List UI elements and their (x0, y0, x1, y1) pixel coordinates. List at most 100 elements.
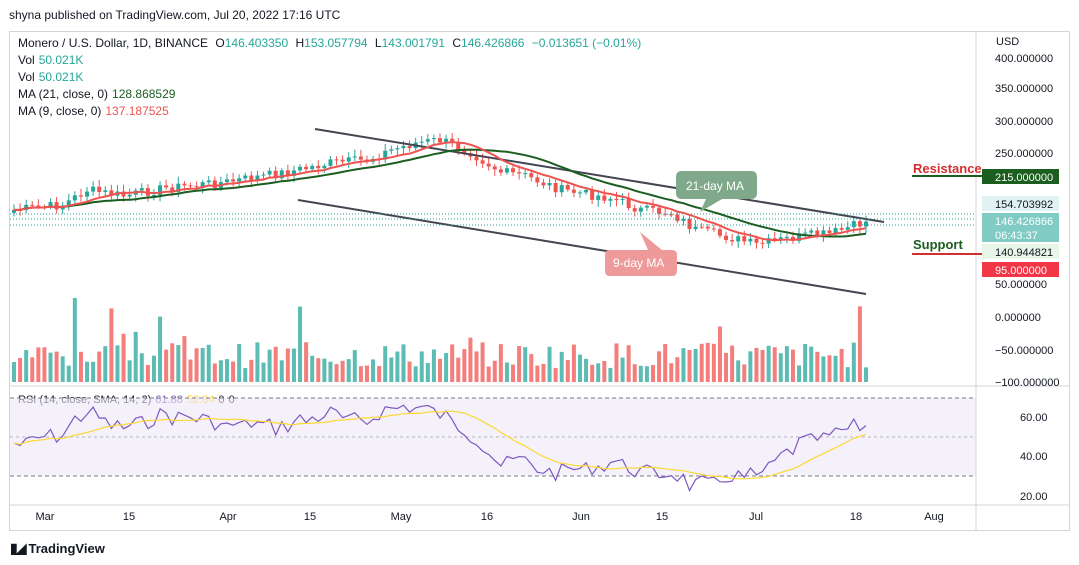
candle-body (103, 190, 108, 192)
volume-bar (669, 363, 674, 382)
candle-body (176, 183, 181, 192)
volume-bar (12, 362, 16, 382)
candle-body (85, 191, 90, 197)
volume-bar (456, 357, 461, 382)
candle-body (462, 149, 467, 154)
volume-bar (803, 343, 808, 382)
ma21-callout-bubble[interactable] (676, 171, 757, 212)
volume-bar (632, 364, 637, 382)
ma9-label: MA (9, close, 0) (18, 104, 102, 118)
candle-body (608, 198, 613, 201)
volume-bar (778, 353, 783, 382)
candle-body (699, 226, 704, 228)
currency-label: USD (996, 36, 1019, 48)
candle-body (839, 228, 844, 230)
candle-body (474, 156, 479, 161)
ma9-legend[interactable]: MA (9, close, 0) 137.187525 (18, 104, 173, 118)
candle-body (724, 235, 729, 240)
volume-bar (809, 346, 814, 382)
low-value: 143.001791 (381, 36, 446, 50)
candle-body (541, 182, 546, 186)
ma9-price-text: 154.703992 (995, 199, 1053, 211)
volume-bar (158, 316, 163, 382)
candle-body (237, 178, 242, 182)
volume-bar (681, 348, 686, 382)
volume-bar (200, 347, 205, 382)
candle-body (705, 226, 710, 229)
volume-bar (675, 357, 680, 382)
candle-body (535, 177, 540, 183)
volume-bar (407, 361, 412, 382)
vol2-legend[interactable]: Vol 50.021K (18, 70, 87, 84)
candle-body (864, 221, 868, 227)
low-label: L (374, 36, 382, 50)
candle-body (273, 170, 278, 179)
vol2-label: Vol (18, 70, 35, 84)
candle-body (857, 221, 862, 227)
candle-body (188, 185, 193, 187)
vol1-legend[interactable]: Vol 50.021K (18, 53, 87, 67)
volume-bar (285, 348, 290, 382)
volume-bar (742, 364, 747, 382)
volume-bar (450, 344, 455, 382)
volume-bar (60, 356, 65, 382)
volume-bar (535, 365, 540, 382)
candle-body (511, 168, 516, 173)
candle-body (851, 221, 856, 228)
volume-bar (279, 360, 284, 382)
volume-bar (36, 347, 41, 382)
volume-bar (730, 345, 735, 382)
ma21-legend[interactable]: MA (21, close, 0) 128.868529 (18, 87, 179, 101)
candle-body (401, 145, 406, 149)
candle-body (565, 185, 570, 190)
volume-bar (176, 345, 181, 382)
price-tick-label: 0.000000 (995, 312, 1041, 324)
candle-body (790, 236, 795, 241)
volume-bar (845, 367, 850, 382)
volume-bar (401, 344, 406, 382)
candle-body (797, 233, 802, 241)
candle-body (431, 138, 436, 140)
tradingview-logo[interactable]: ▮◢ TradingView (10, 540, 105, 557)
ma9-callout-bubble[interactable] (605, 232, 677, 276)
volume-bar (833, 355, 838, 382)
rsi-tick-label: 60.00 (1020, 412, 1048, 424)
volume-bar (66, 365, 71, 382)
candle-body (644, 205, 649, 208)
candle-body (139, 188, 144, 191)
candle-body (200, 182, 205, 187)
time-tick-label: Jun (572, 511, 590, 523)
candle-body (833, 228, 838, 234)
symbol-title[interactable]: Monero / U.S. Dollar, 1D, BINANCE (18, 36, 209, 50)
volume-bar (504, 362, 509, 382)
candle-body (54, 202, 59, 210)
candle-body (651, 205, 655, 208)
volume-bar (626, 345, 631, 382)
candle-body (121, 191, 126, 197)
volume-bar (358, 366, 363, 382)
volume-bar (109, 308, 114, 382)
chart-frame (9, 31, 1070, 531)
candle-body (407, 145, 412, 149)
volume-bar (389, 357, 394, 382)
ma9-value: 137.187525 (105, 104, 169, 118)
volume-bar (352, 350, 357, 382)
channel-lower-line[interactable] (297, 199, 867, 295)
rsi-line (13, 404, 867, 493)
volume-bar (291, 348, 296, 382)
support-price-text: 95.000000 (995, 265, 1047, 277)
volume-bar (498, 344, 503, 382)
volume-bar (760, 350, 765, 382)
channel-upper-line[interactable] (314, 128, 885, 223)
volume-bar (310, 355, 315, 382)
close-price-box (982, 213, 1059, 242)
close-value: 146.426866 (461, 36, 525, 50)
candle-body (663, 213, 668, 215)
volume-bar (340, 360, 345, 382)
candle-body (577, 192, 582, 194)
candle-body (249, 175, 254, 181)
volume-bar (54, 351, 59, 382)
volume-bars (12, 297, 868, 382)
candle-body (170, 187, 175, 192)
